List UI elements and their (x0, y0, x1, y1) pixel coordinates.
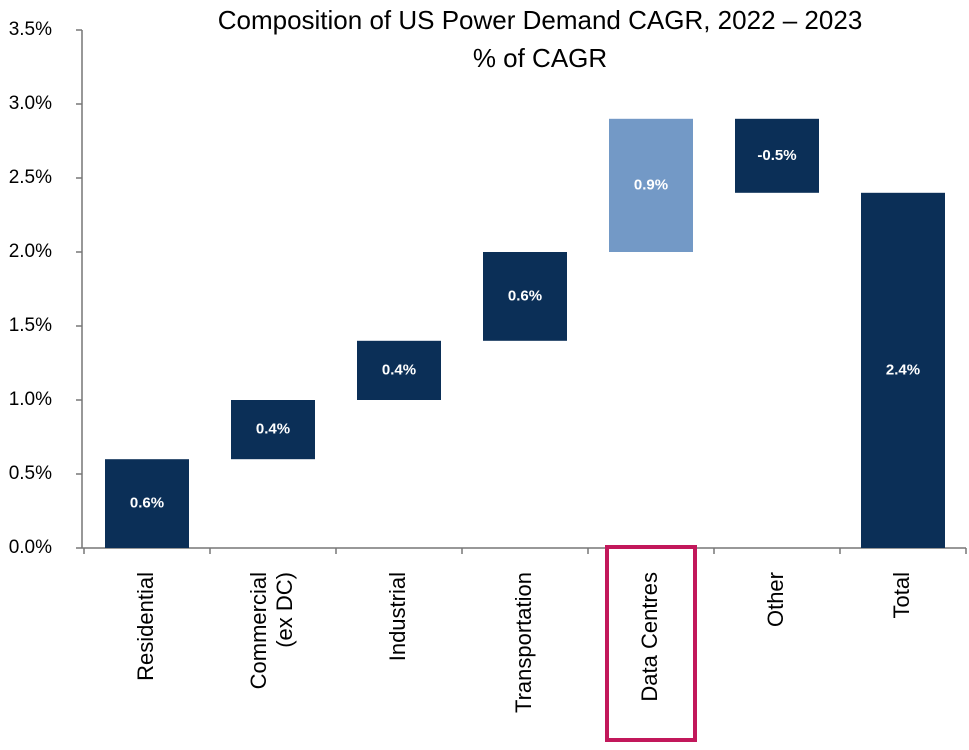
bar (483, 252, 567, 341)
x-tick-label: Data Centres (637, 572, 662, 702)
bar (861, 192, 945, 549)
data-label: 0.4% (256, 421, 290, 438)
bar (357, 340, 441, 400)
chart-subtitle: % of CAGR (473, 43, 607, 73)
data-label: 0.6% (508, 287, 542, 304)
data-label: -0.5% (757, 147, 796, 164)
x-tick-label: Other (763, 572, 788, 627)
chart-title: Composition of US Power Demand CAGR, 202… (218, 5, 863, 35)
data-label: 2.4% (886, 361, 920, 378)
data-label: 0.6% (130, 495, 164, 512)
bar (735, 118, 819, 193)
y-tick-label: 0.5% (9, 463, 52, 484)
x-tick-label: Residential (133, 572, 158, 681)
x-tick-label: Industrial (385, 572, 410, 661)
bar (105, 459, 189, 548)
y-tick-label: 1.5% (9, 315, 52, 336)
y-tick-label: 2.5% (9, 167, 52, 188)
y-tick-label: 0.0% (9, 537, 52, 558)
bar (231, 400, 315, 460)
data-label: 0.9% (634, 176, 668, 193)
y-tick-label: 1.0% (9, 389, 52, 410)
bar (609, 118, 693, 252)
data-label: 0.4% (382, 361, 416, 378)
y-tick-label: 2.0% (9, 241, 52, 262)
y-tick-label: 3.0% (9, 93, 52, 114)
x-tick-label: Commercial(ex DC) (246, 572, 297, 689)
highlight-box (605, 545, 697, 742)
x-tick-label: Transportation (511, 572, 536, 713)
y-tick-label: 3.5% (9, 19, 52, 40)
x-tick-label: Total (889, 572, 914, 618)
